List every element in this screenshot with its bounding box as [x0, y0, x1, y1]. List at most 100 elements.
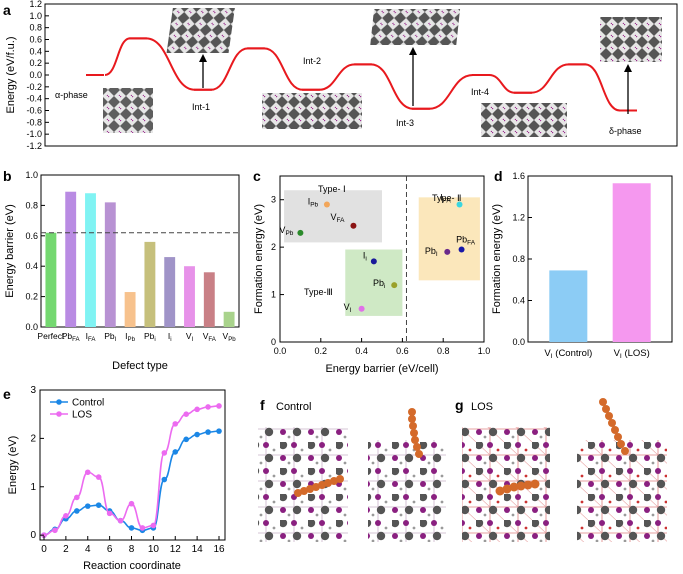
panel-label-b: b [3, 168, 12, 184]
panel-b-ytick-label: 0.4 [25, 261, 38, 271]
los-molecule-chain-2 [599, 398, 629, 455]
panel-c-scatter-chart: Type- Ⅰ Type- Ⅱ Type-Ⅲ IPbVFAVPbIFAPbFAP… [253, 175, 490, 375]
point-I_Pb [323, 201, 330, 208]
delta-phase-structure-image [600, 17, 662, 62]
panel-c-ytick-label: 2 [271, 242, 276, 252]
bar-I_FA [85, 193, 96, 327]
panel-e-ytick-label: 1 [30, 482, 36, 493]
series-point-Control [95, 502, 102, 508]
panel-a-ytick-label: 0.8 [29, 23, 42, 33]
panel-e-xtick-label: 8 [129, 544, 135, 555]
series-point-LOS [128, 500, 135, 507]
bar-V_FA [203, 272, 215, 327]
point-label-I_FA: IFA [440, 192, 451, 204]
panel-d-ytick-label: 1.6 [512, 171, 525, 181]
panel-e-ylabel: Energy (eV) [7, 436, 19, 495]
control-molecule-chain-2 [408, 408, 423, 458]
panel-e-xtick-label: 10 [148, 544, 160, 555]
type2-label: Type- Ⅱ [432, 193, 461, 203]
series-point-LOS [216, 403, 222, 409]
panel-c-frame [279, 175, 485, 343]
panel-d-ylabel: Formation energy (eV) [491, 204, 503, 314]
legend-marker-Control [56, 399, 62, 405]
bar-Perfect [45, 232, 57, 327]
panel-c-xlabel: Energy barrier (eV/cell) [325, 363, 438, 375]
panel-b-ytick-label: 1.0 [25, 170, 38, 180]
panel-e-xtick-label: 2 [63, 544, 69, 555]
series-point-Control [205, 429, 211, 435]
panel-c-xtick-label: 0.2 [315, 346, 328, 356]
panel-a-ytick-label: 1.2 [29, 0, 42, 9]
panel-e-ytick-label: 0 [30, 530, 36, 541]
panel-e-ytick-label: 3 [30, 385, 36, 396]
panel-d-ytick-label: 0.4 [512, 296, 525, 306]
point-label-I_i: Ii [363, 250, 367, 262]
point-V_I [358, 305, 365, 312]
series-point-LOS [161, 450, 168, 456]
panel-b-ytick-label: 0.6 [25, 231, 38, 241]
bar-Pb_FA [65, 191, 77, 327]
point-Pb_FA [458, 246, 465, 253]
int4-label: Int-4 [471, 87, 489, 97]
panel-c-ytick-label: 3 [271, 195, 276, 205]
panel-b-xtick-label: PbI [104, 331, 116, 343]
int3-arrow-head [409, 47, 417, 55]
panel-a-ytick-label: 0.0 [29, 70, 42, 80]
panel-d-ytick-label: 0.0 [512, 337, 525, 347]
panel-e-xtick-label: 16 [213, 544, 225, 555]
point-label-I_Pb: IPb [308, 196, 319, 208]
panel-a-ytick-label: -1.2 [26, 141, 42, 151]
point-label-Pb_I: PbI [425, 246, 438, 258]
panel-a-ytick-label: -0.8 [26, 117, 42, 127]
panel-b-frame [40, 174, 240, 328]
bar-I_i [164, 257, 176, 327]
bar-V_I (LOS) [612, 183, 651, 342]
delta-arrow-head [624, 64, 632, 72]
alpha-phase-label: α-phase [55, 90, 88, 100]
panel-a-ytick-label: -1.0 [26, 129, 42, 139]
series-point-LOS [183, 411, 189, 417]
panel-b-ytick-label: 0.8 [25, 200, 38, 210]
panel-c-xtick-label: 0.6 [396, 346, 409, 356]
series-point-LOS [84, 469, 91, 476]
series-point-LOS [106, 510, 113, 517]
panel-c-xtick-label: 0.4 [355, 346, 368, 356]
panel-d-xtick-label: VI (LOS) [614, 348, 650, 360]
series-point-Control [84, 503, 91, 509]
panel-b-xtick-label: PbFA [62, 331, 81, 343]
panel-e-ytick-label: 2 [30, 433, 36, 444]
bar-V_Pb [223, 311, 235, 327]
panel-b-xtick-label: VFA [203, 331, 217, 343]
panel-b-ytick-label: 0.0 [25, 322, 38, 332]
los-structure-front-image [577, 440, 667, 542]
bar-Pb_i [144, 241, 156, 327]
panel-b-xlabel: Defect type [112, 360, 168, 372]
series-point-Control [128, 525, 135, 531]
panel-b-xtick-label: Ii [168, 331, 172, 343]
series-point-Control [194, 431, 200, 438]
int2-label: Int-2 [303, 56, 321, 66]
series-point-Control [161, 476, 168, 483]
panel-label-c: c [253, 168, 261, 184]
int1-label: Int-1 [192, 102, 210, 112]
point-label-Pb_i: Pbi [373, 278, 385, 290]
panel-a-ytick-label: 0.2 [29, 58, 42, 68]
type3-label: Type-Ⅲ [304, 287, 333, 297]
series-point-LOS [74, 494, 80, 501]
panel-b-xtick-label: IFA [86, 331, 97, 343]
panel-b-xtick-label: Pbi [144, 331, 156, 343]
series-point-LOS [63, 513, 69, 519]
panel-label-f: f [260, 397, 265, 413]
bar-V_I (Control) [549, 270, 588, 342]
panel-label-a: a [3, 2, 11, 18]
panel-f-title: Control [276, 401, 311, 413]
panel-e-xtick-label: 12 [170, 544, 182, 555]
point-Pb_I [444, 248, 451, 255]
control-structure-front-image [368, 440, 446, 542]
panel-e-xlabel: Reaction coordinate [83, 560, 181, 572]
panel-a-ytick-label: 0.6 [29, 35, 42, 45]
panel-e-xtick-label: 6 [107, 544, 113, 555]
series-point-LOS [139, 525, 146, 531]
